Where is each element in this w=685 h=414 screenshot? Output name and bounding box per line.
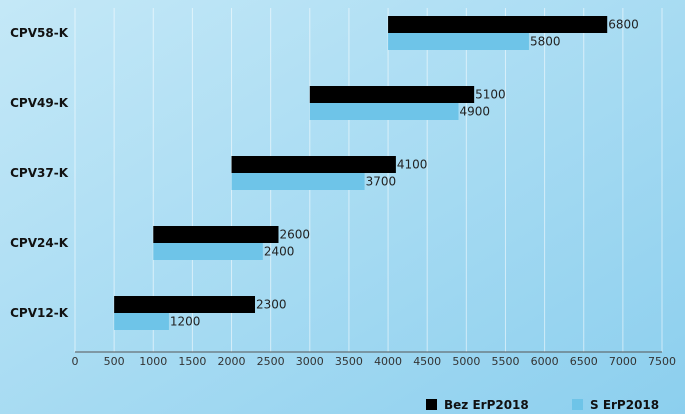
x-tick-label: 5000	[452, 355, 480, 368]
x-tick-label: 5500	[491, 355, 519, 368]
data-label: 2300	[256, 298, 287, 312]
legend-label: Bez ErP2018	[444, 398, 529, 412]
data-label: 5100	[475, 88, 506, 102]
x-tick-label: 2000	[218, 355, 246, 368]
x-tick-label: 3500	[335, 355, 363, 368]
x-tick-label: 1000	[139, 355, 167, 368]
category-label: CPV37-K	[10, 166, 69, 180]
bar	[309, 86, 475, 103]
bar	[231, 156, 396, 173]
legend: Bez ErP2018 S ErP2018	[426, 398, 659, 412]
gridlines	[74, 8, 663, 352]
legend-swatch	[572, 399, 583, 410]
x-tick-label: 7000	[609, 355, 637, 368]
x-tick-label: 7500	[648, 355, 676, 368]
bar	[114, 296, 256, 313]
x-tick-label: 1500	[178, 355, 206, 368]
legend-label: S ErP2018	[590, 398, 659, 412]
bar	[309, 103, 459, 120]
category-label: CPV12-K	[10, 306, 69, 320]
legend-swatch	[426, 399, 437, 410]
category-label: CPV24-K	[10, 236, 69, 250]
data-label: 4900	[460, 105, 491, 119]
data-label: 3700	[366, 175, 397, 189]
data-label: 2400	[264, 245, 295, 259]
category-label: CPV58-K	[10, 26, 69, 40]
data-label: 6800	[608, 18, 639, 32]
bar	[153, 226, 279, 243]
x-tick-label: 2500	[257, 355, 285, 368]
x-tick-label: 500	[104, 355, 125, 368]
x-tick-label: 0	[72, 355, 79, 368]
data-label: 1200	[170, 315, 201, 329]
x-tick-label: 6500	[570, 355, 598, 368]
category-label: CPV49-K	[10, 96, 69, 110]
x-tick-label: 4500	[413, 355, 441, 368]
data-label: 4100	[397, 158, 428, 172]
x-tick-label: 3000	[296, 355, 324, 368]
x-axis: 0 500 1000 1500 2000 2500 3000 3500 4000 4500 5000…	[72, 351, 676, 368]
bar	[114, 313, 169, 330]
data-label: 2600	[279, 228, 310, 242]
data-label: 5800	[530, 35, 561, 49]
bar	[388, 33, 529, 50]
bar	[388, 16, 608, 33]
category-labels: CPV58-K CPV49-K CPV37-K CPV24-K CPV12-K	[10, 26, 69, 320]
bar	[231, 173, 365, 190]
x-tick-label: 6000	[531, 355, 559, 368]
bar	[153, 243, 263, 260]
x-tick-label: 4000	[374, 355, 402, 368]
